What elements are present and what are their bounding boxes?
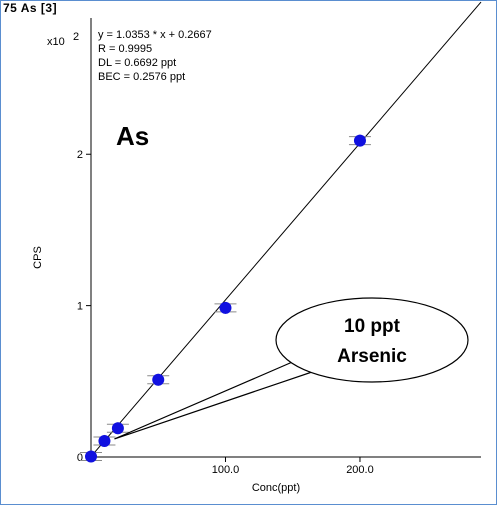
marker-5	[353, 134, 366, 147]
axes: 0 1 2 100.0 200.0	[77, 18, 481, 476]
marker-1	[98, 434, 111, 447]
callout-join	[299, 360, 311, 372]
y-multiplier-label: x10	[47, 36, 65, 48]
data-point-4	[214, 301, 237, 314]
data-point-0	[80, 450, 102, 463]
y-tick-label-2: 2	[77, 149, 83, 161]
marker-2	[111, 422, 124, 435]
callout-pointer	[114, 359, 314, 440]
y-tick-label-0: 0	[77, 452, 83, 464]
data-point-2	[106, 422, 129, 435]
y-tick-label-1: 1	[77, 301, 83, 313]
marker-4	[219, 301, 232, 314]
y-axis-label: CPS	[32, 246, 44, 269]
marker-0	[85, 450, 97, 463]
x-axis-label: Conc(ppt)	[252, 482, 300, 494]
callout-layer: 10 ppt Arsenic	[114, 297, 469, 440]
callout-bubble	[275, 297, 469, 383]
y-multiplier-exponent: 2	[73, 31, 79, 43]
x-tick-label-1: 200.0	[346, 464, 374, 476]
data-point-1	[93, 434, 116, 447]
annotation-3: BEC = 0.2576 ppt	[98, 71, 185, 83]
annotation-0: y = 1.0353 * x + 0.2667	[98, 29, 212, 41]
points-layer	[80, 134, 371, 463]
text-layer: x10 2 Conc(ppt) CPS y = 1.0353 * x + 0.2667 R…	[32, 29, 300, 494]
annotation-1: R = 0.9995	[98, 43, 152, 55]
callout-line1: 10 ppt	[344, 316, 401, 337]
chart-title: 75 As [3]	[3, 1, 58, 15]
data-point-5	[348, 134, 371, 147]
element-label: As	[116, 121, 149, 151]
x-tick-label-0: 100.0	[212, 464, 240, 476]
callout-line2: Arsenic	[337, 346, 407, 367]
annotation-2: DL = 0.6692 ppt	[98, 57, 176, 69]
marker-3	[152, 373, 165, 386]
data-point-3	[147, 373, 170, 386]
